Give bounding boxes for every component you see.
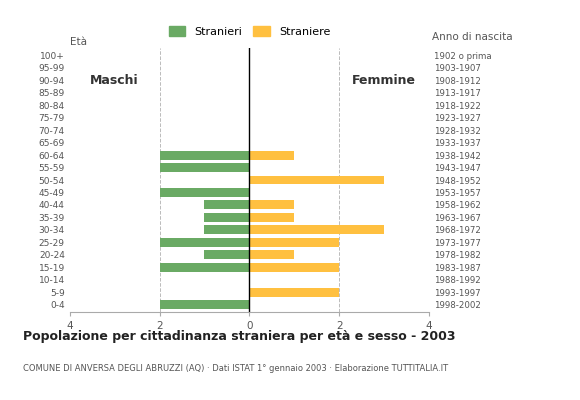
Bar	[160, 238, 249, 247]
Bar	[160, 263, 249, 272]
Bar	[204, 213, 249, 222]
Bar	[249, 200, 295, 209]
Bar	[249, 176, 384, 184]
Bar	[160, 151, 249, 160]
Bar	[249, 213, 295, 222]
Bar	[249, 250, 295, 259]
Text: COMUNE DI ANVERSA DEGLI ABRUZZI (AQ) · Dati ISTAT 1° gennaio 2003 · Elaborazione: COMUNE DI ANVERSA DEGLI ABRUZZI (AQ) · D…	[23, 364, 448, 373]
Bar	[204, 250, 249, 259]
Bar	[160, 188, 249, 197]
Bar	[249, 225, 384, 234]
Text: Popolazione per cittadinanza straniera per età e sesso - 2003: Popolazione per cittadinanza straniera p…	[23, 330, 456, 343]
Text: Età: Età	[70, 37, 86, 47]
Legend: Stranieri, Straniere: Stranieri, Straniere	[164, 22, 335, 42]
Bar	[204, 200, 249, 209]
Bar	[249, 288, 339, 296]
Text: Femmine: Femmine	[352, 74, 416, 87]
Bar	[249, 238, 339, 247]
Text: Maschi: Maschi	[90, 74, 139, 87]
Bar	[249, 151, 295, 160]
Bar	[160, 163, 249, 172]
Bar	[160, 300, 249, 309]
Text: Anno di nascita: Anno di nascita	[432, 32, 513, 42]
Bar	[204, 225, 249, 234]
Bar	[249, 263, 339, 272]
